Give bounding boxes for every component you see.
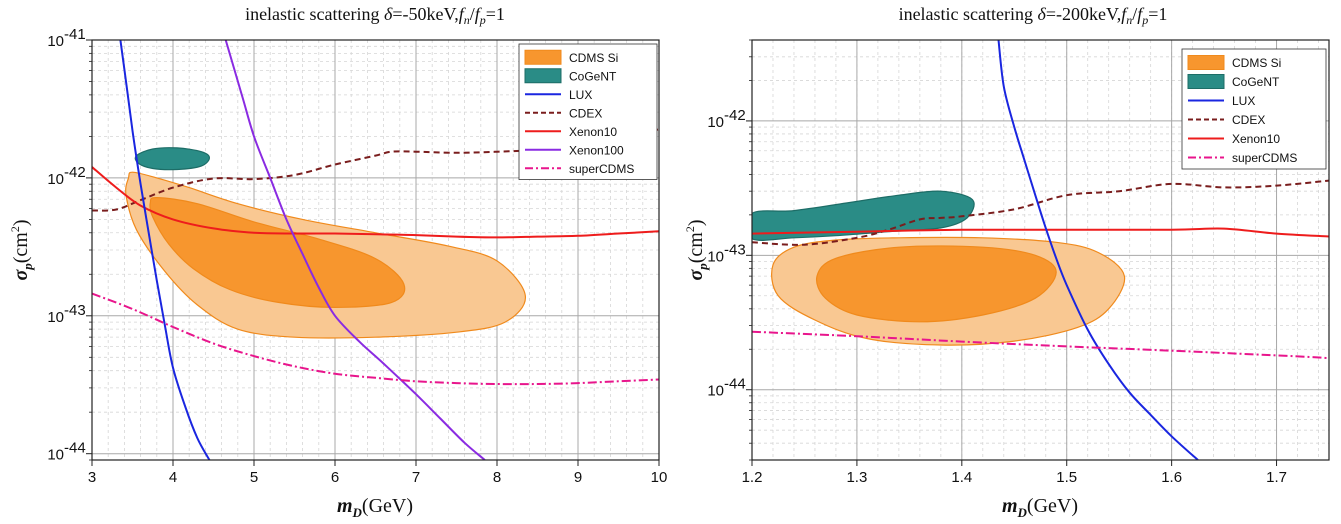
legend-label: CoGeNT bbox=[569, 69, 617, 83]
right-chart-title: inelastic scattering δ=-200keV,fn/fp=1 bbox=[899, 4, 1168, 27]
x-tick-label: 3 bbox=[88, 469, 96, 486]
left-y-axis-label: σp(cm2) bbox=[8, 219, 35, 280]
left-x-axis-label: mD(GeV) bbox=[337, 495, 413, 520]
y-tick-label: 10 bbox=[707, 248, 724, 265]
legend-label: CoGeNT bbox=[1232, 75, 1280, 89]
x-tick-label: 1.7 bbox=[1266, 469, 1287, 486]
cogent-region bbox=[134, 147, 211, 171]
y-tick-exponent: -42 bbox=[724, 107, 746, 124]
legend-label: Xenon10 bbox=[569, 125, 617, 139]
legend-label: LUX bbox=[569, 88, 592, 102]
x-tick-label: 1.6 bbox=[1161, 469, 1182, 486]
right-plot-frame bbox=[751, 39, 1330, 461]
y-tick-label: 10 bbox=[47, 447, 64, 464]
x-tick-label: 7 bbox=[412, 469, 420, 486]
right-curves bbox=[752, 40, 1329, 460]
supercdms-curve bbox=[752, 330, 1329, 360]
legend-label: LUX bbox=[1232, 94, 1255, 108]
y-tick-exponent: -43 bbox=[724, 241, 746, 258]
y-tick-exponent: -42 bbox=[64, 164, 86, 181]
x-tick-label: 1.3 bbox=[846, 469, 867, 486]
x-tick-label: 1.2 bbox=[742, 469, 763, 486]
legend-swatch-cogent bbox=[524, 68, 562, 84]
x-tick-label: 9 bbox=[574, 469, 582, 486]
left-curves bbox=[92, 40, 659, 460]
left-chart-title: inelastic scattering δ=-50keV,fn/fp=1 bbox=[245, 4, 505, 27]
legend-label: superCDMS bbox=[569, 162, 634, 176]
y-tick-exponent: -44 bbox=[64, 440, 86, 457]
y-tick-exponent: -44 bbox=[724, 376, 746, 393]
legend-label: CDMS Si bbox=[1232, 56, 1281, 70]
legend-swatch-cdms bbox=[524, 49, 562, 65]
x-tick-label: 5 bbox=[250, 469, 258, 486]
cdms-inner-region bbox=[149, 196, 406, 309]
x-tick-label: 1.4 bbox=[951, 469, 972, 486]
x-tick-label: 1.5 bbox=[1056, 469, 1077, 486]
y-tick-exponent: -41 bbox=[64, 26, 86, 43]
legend-label: CDEX bbox=[569, 106, 602, 120]
right-y-axis-label: σp(cm2) bbox=[683, 219, 710, 280]
right-x-axis-label: mD(GeV) bbox=[1002, 495, 1078, 520]
y-tick-label: 10 bbox=[707, 383, 724, 400]
left-legend: CDMS Si CoGeNT LUX CDEX Xenon10 Xenon100 super… bbox=[518, 43, 658, 180]
right-chart: inelastic scattering δ=-200keV,fn/fp=1 1… bbox=[683, 4, 1330, 520]
y-tick-label: 10 bbox=[47, 171, 64, 188]
supercdms-curve bbox=[92, 292, 659, 386]
x-tick-label: 8 bbox=[493, 469, 501, 486]
left-chart: inelastic scattering δ=-50keV,fn/fp=1 3 4… bbox=[8, 4, 667, 520]
xenon100-curve bbox=[224, 40, 486, 460]
xenon10-curve bbox=[92, 166, 659, 239]
right-legend: CDMS Si CoGeNT LUX CDEX Xenon10 superCDMS bbox=[1181, 48, 1327, 170]
legend-label: CDEX bbox=[1232, 113, 1265, 127]
legend-label: Xenon100 bbox=[569, 143, 624, 157]
left-contours bbox=[125, 147, 526, 339]
cogent-region bbox=[752, 190, 975, 241]
x-tick-label: 4 bbox=[169, 469, 177, 486]
x-tick-label: 6 bbox=[331, 469, 339, 486]
y-tick-exponent: -43 bbox=[64, 302, 86, 319]
y-tick-label: 10 bbox=[47, 309, 64, 326]
legend-label: Xenon10 bbox=[1232, 132, 1280, 146]
legend-swatch-cdms bbox=[1187, 55, 1225, 70]
y-tick-label: 10 bbox=[707, 114, 724, 131]
x-tick-label: 10 bbox=[651, 469, 668, 486]
left-grid bbox=[91, 39, 660, 461]
lux-curve bbox=[119, 40, 211, 460]
cdex-curve bbox=[752, 179, 1329, 246]
legend-label: superCDMS bbox=[1232, 151, 1297, 165]
xenon10-curve bbox=[752, 227, 1329, 238]
right-contours bbox=[752, 190, 1126, 346]
legend-swatch-cogent bbox=[1187, 74, 1225, 89]
cdms-inner-region bbox=[816, 245, 1057, 323]
y-tick-label: 10 bbox=[47, 33, 64, 50]
lux-curve bbox=[997, 40, 1199, 460]
legend-label: CDMS Si bbox=[569, 51, 618, 65]
